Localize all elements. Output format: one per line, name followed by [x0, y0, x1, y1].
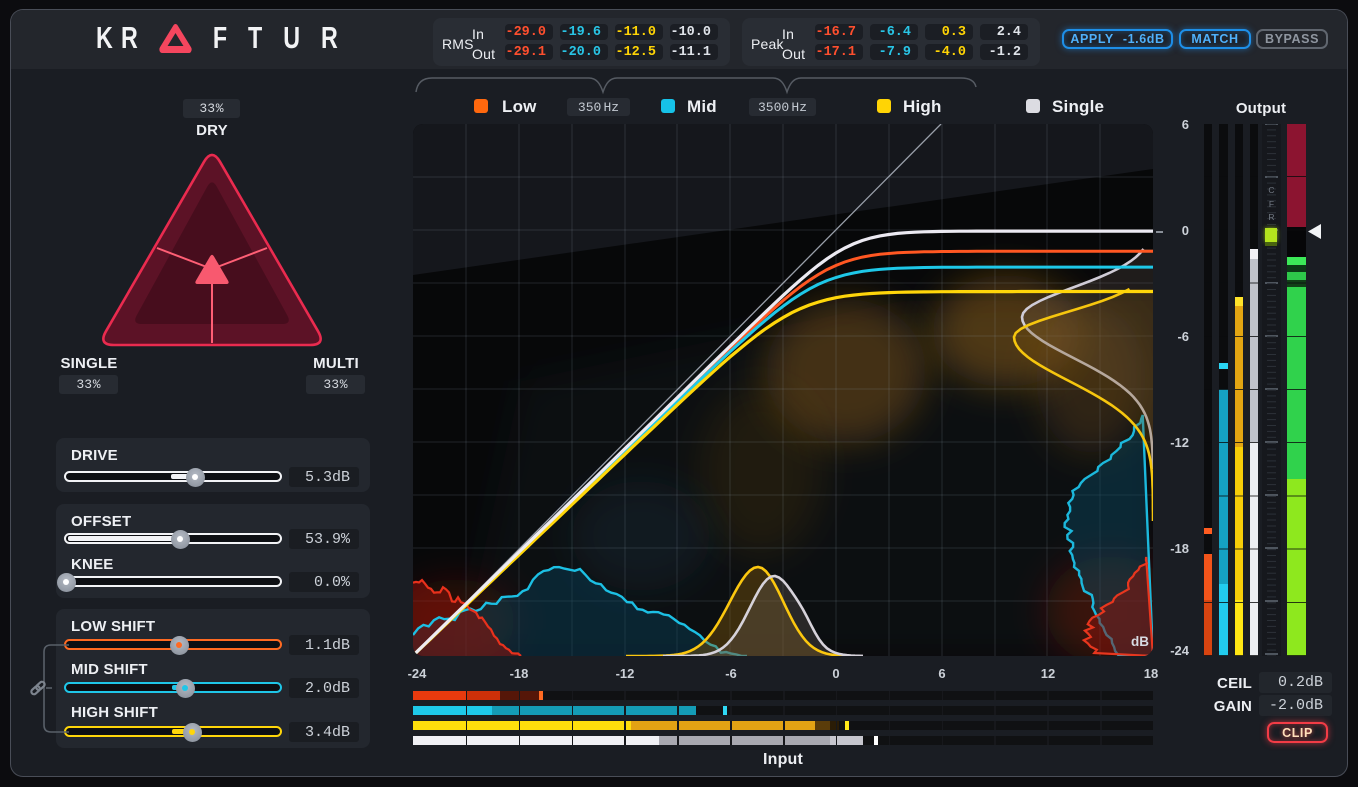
svg-text:dB: dB — [1131, 634, 1149, 649]
